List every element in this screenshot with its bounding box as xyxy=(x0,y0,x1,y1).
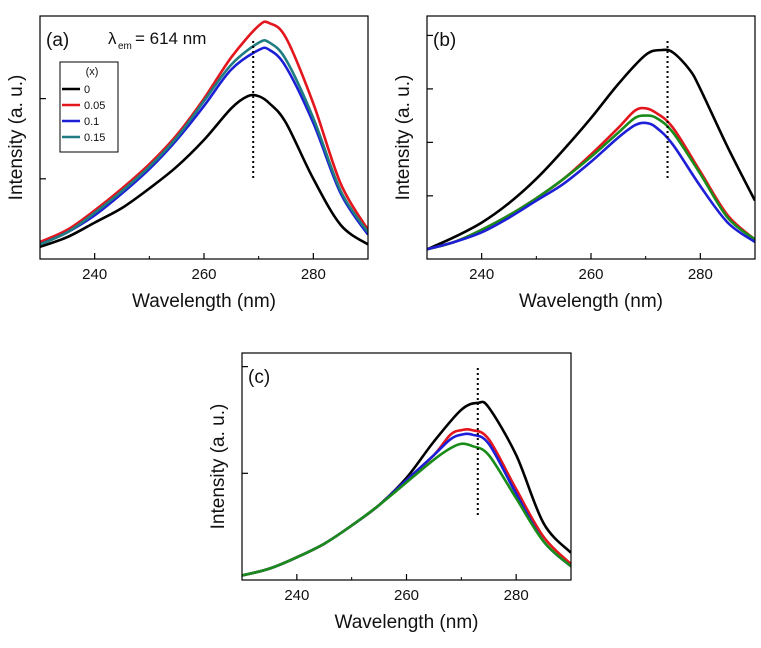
y-axis-label: Intensity (a. u.) xyxy=(208,404,229,530)
x-tick-label: 240 xyxy=(284,587,309,604)
x-tick-label: 260 xyxy=(191,266,216,283)
x-axis-label: Wavelength (nm) xyxy=(132,291,276,312)
panel-c: 240 260 280 Wavelength (nm) Intensity (a. u.… xyxy=(208,352,572,633)
annotation-symbol: λ xyxy=(108,29,117,48)
legend-entry: 0.15 xyxy=(84,132,105,144)
series-line-2-0 xyxy=(242,400,571,577)
x-tick-label: 260 xyxy=(578,266,603,283)
x-tick-label: 260 xyxy=(394,587,419,604)
panel-label: (a) xyxy=(46,30,69,51)
y-axis-label: Intensity (a. u.) xyxy=(6,75,27,201)
legend-entry: 0 xyxy=(84,84,90,96)
series-line-0-3 xyxy=(40,39,368,246)
series-line-1-2 xyxy=(427,114,755,251)
panel-label: (b) xyxy=(433,30,456,51)
x-tick-label: 280 xyxy=(504,587,529,604)
x-tick-label: 280 xyxy=(301,266,326,283)
series-line-2-3 xyxy=(242,442,571,577)
x-tick-label: 240 xyxy=(469,266,494,283)
legend-entry: 0.1 xyxy=(84,116,99,128)
panel-b: 240 260 280 Wavelength (nm) Intensity (a. u.… xyxy=(393,15,756,312)
x-axis-label: Wavelength (nm) xyxy=(335,612,479,633)
annotation-text: = 614 nm xyxy=(135,29,206,48)
series-line-2-2 xyxy=(242,432,571,577)
x-tick-label: 280 xyxy=(688,266,713,283)
legend-entry: 0.05 xyxy=(84,100,105,112)
series-line-0-1 xyxy=(40,20,368,244)
panel-a: 240 260 280 Wavelength (nm) Intensity (a. u.… xyxy=(6,15,369,312)
annotation-subscript: em xyxy=(118,41,132,52)
series-line-1-0 xyxy=(427,48,755,251)
series-line-1-3 xyxy=(427,121,755,251)
series-line-0-2 xyxy=(40,46,368,246)
legend-title: (x) xyxy=(86,66,99,78)
y-axis-label: Intensity (a. u.) xyxy=(393,75,414,201)
x-axis-label: Wavelength (nm) xyxy=(519,291,663,312)
x-tick-label: 240 xyxy=(82,266,107,283)
series-line-0-0 xyxy=(40,93,368,249)
series-line-1-1 xyxy=(427,106,755,251)
plot-frame xyxy=(426,15,756,260)
panel-label: (c) xyxy=(248,367,270,388)
